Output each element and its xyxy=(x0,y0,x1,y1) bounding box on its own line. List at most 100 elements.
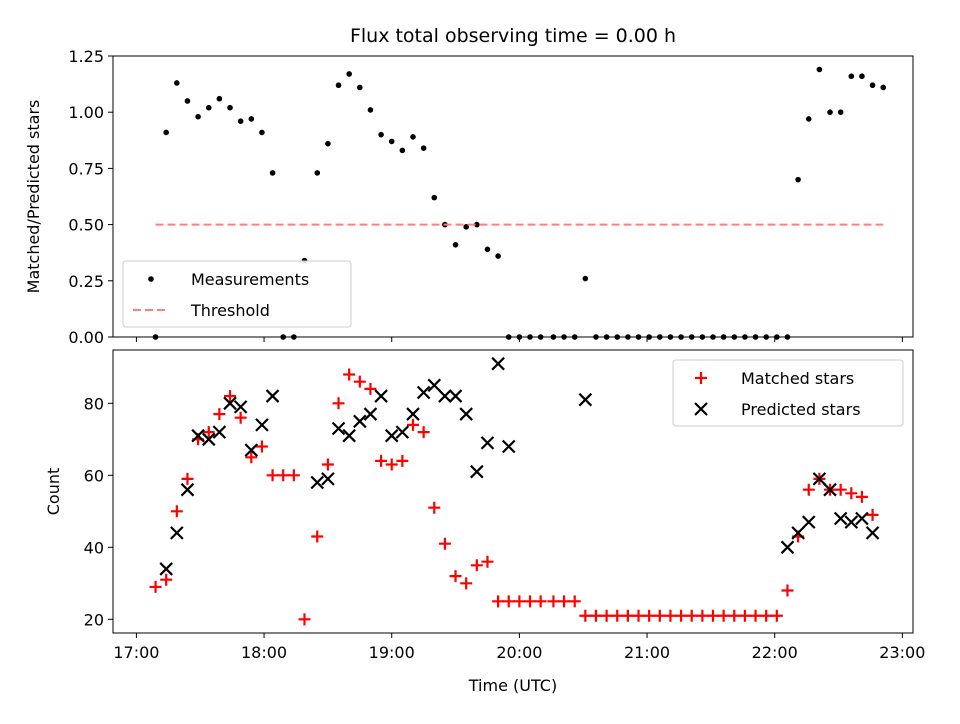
measurements-point xyxy=(720,334,727,340)
predicted-stars-point xyxy=(459,407,473,421)
measurements-point xyxy=(537,334,544,340)
matched-stars-point xyxy=(181,472,194,485)
predicted-stars-point xyxy=(480,436,495,450)
legend-swatch xyxy=(148,276,154,282)
measurements-point xyxy=(657,334,663,340)
predicted-stars-point xyxy=(321,472,335,486)
matched-stars-point xyxy=(579,609,592,622)
x-tick-label: 22:00 xyxy=(752,643,798,662)
measurements-point xyxy=(227,104,233,111)
measurements-point xyxy=(314,170,321,176)
matched-stars-point xyxy=(234,411,247,424)
matched-stars-point xyxy=(547,595,560,608)
matched-stars-point xyxy=(160,573,173,586)
matched-stars-point xyxy=(385,458,398,471)
measurements-point xyxy=(346,71,352,77)
measurements-point xyxy=(837,109,844,115)
predicted-stars-point xyxy=(470,464,484,479)
predicted-stars-point xyxy=(384,428,399,443)
matched-stars-point xyxy=(287,469,300,482)
matched-stars-point xyxy=(513,595,526,608)
measurements-point xyxy=(731,334,738,340)
matched-stars-point xyxy=(245,451,258,464)
matched-stars-point xyxy=(407,418,419,431)
predicted-stars-point xyxy=(395,425,410,439)
measurements-point xyxy=(248,116,255,122)
predicted-stars-point xyxy=(578,392,593,407)
matched-stars-point xyxy=(364,382,377,395)
measurements-point xyxy=(774,334,780,340)
y-tick-label: 0.50 xyxy=(68,216,104,235)
measurements-point xyxy=(378,131,384,138)
legend-box xyxy=(122,260,352,328)
measurements-point xyxy=(474,221,480,228)
y-tick-label: 80 xyxy=(84,394,104,413)
measurements-point xyxy=(163,129,169,136)
predicted-stars-point xyxy=(244,443,259,457)
predicted-stars-point xyxy=(255,418,269,432)
matched-stars-point xyxy=(675,609,688,622)
matched-stars-point xyxy=(266,469,279,482)
matched-stars-point xyxy=(781,584,794,597)
matched-stars-point xyxy=(460,577,473,590)
matched-stars-point xyxy=(353,375,366,388)
measurements-point xyxy=(259,129,265,136)
legend: Measurements Threshold xyxy=(122,260,352,328)
measurements-point xyxy=(561,334,567,340)
predicted-stars-point xyxy=(212,425,227,439)
matched-stars-point xyxy=(375,454,388,467)
matched-stars-point xyxy=(481,555,494,568)
measurements-point xyxy=(582,275,589,282)
x-tick-label: 23:00 xyxy=(879,643,925,662)
matched-stars-point xyxy=(224,390,237,403)
predicted-stars-point xyxy=(223,396,237,411)
matched-stars-point xyxy=(502,595,515,608)
measurements-point xyxy=(805,116,812,122)
matched-stars-point xyxy=(568,595,581,608)
measurements-point xyxy=(646,334,652,340)
measurements-point xyxy=(795,176,801,183)
data-layer xyxy=(152,66,887,340)
matched-stars-point xyxy=(524,595,537,608)
measurements-point xyxy=(869,82,876,89)
measurements-point xyxy=(420,145,427,151)
matched-stars-point xyxy=(621,609,634,622)
matched-stars-point xyxy=(277,469,290,482)
matched-stars-point xyxy=(685,609,698,622)
matched-stars-point xyxy=(438,537,451,550)
predicted-stars-point xyxy=(780,540,795,555)
measurements-point xyxy=(635,334,642,340)
matched-stars-point xyxy=(213,408,226,421)
y-axis-label: Count xyxy=(44,468,63,516)
y-tick-label: 60 xyxy=(84,466,104,485)
matched-stars-point xyxy=(664,609,677,622)
measurements-point xyxy=(388,138,395,145)
measurements-point xyxy=(431,194,438,201)
matched-stars-point xyxy=(428,501,441,514)
legend-box xyxy=(672,359,904,427)
predicted-stars-point xyxy=(438,389,452,403)
measurements-point xyxy=(205,104,212,111)
measurements-point xyxy=(742,334,748,340)
measurements-point xyxy=(859,73,865,80)
measurements-point xyxy=(816,66,823,73)
measurements-point xyxy=(752,334,759,340)
measurements-point xyxy=(710,334,716,340)
measurements-point xyxy=(678,334,684,340)
matched-stars-point xyxy=(298,613,311,626)
legend-label: Matched stars xyxy=(741,369,854,388)
legend-swatch xyxy=(694,402,708,416)
legend-label: Threshold xyxy=(190,301,270,320)
x-tick-label: 19:00 xyxy=(369,643,415,662)
matched-stars-point xyxy=(760,609,773,622)
measurements-point xyxy=(325,140,331,147)
matched-stars-point xyxy=(470,559,483,572)
measurements-point xyxy=(184,98,191,104)
matched-stars-point xyxy=(845,487,858,500)
matched-stars-point xyxy=(770,609,783,622)
predicted-stars-point xyxy=(363,407,378,421)
count-panel: 20 40 60 80 17:00 18:00 19:00 20:00 21:00 22:00 23… xyxy=(44,349,925,695)
y-tick-label: 40 xyxy=(84,538,104,557)
measurements-point xyxy=(625,334,631,340)
